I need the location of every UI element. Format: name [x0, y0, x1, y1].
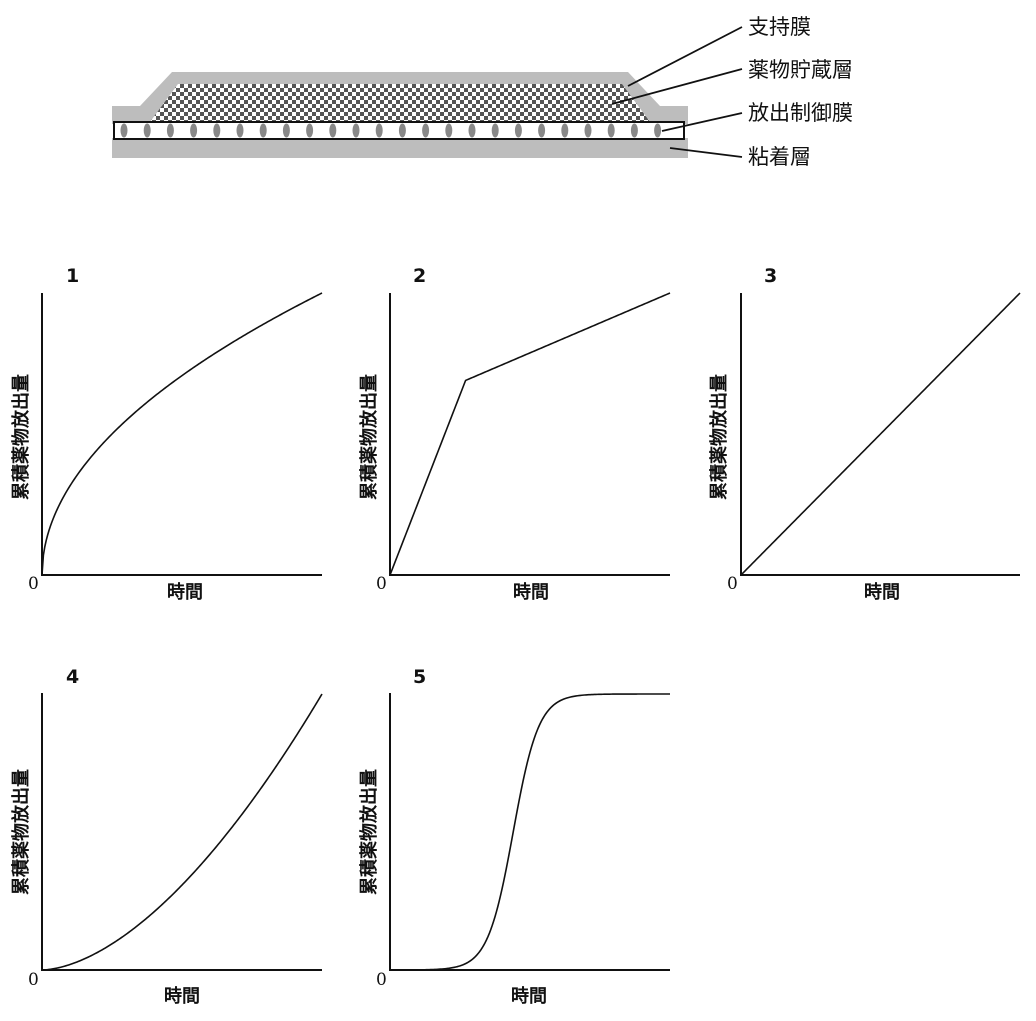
membrane-pore — [120, 123, 128, 138]
x-axis-label: 時間 — [513, 582, 549, 603]
origin-label: 0 — [28, 970, 39, 990]
panel-number: 4 — [66, 666, 79, 688]
x-axis-label: 時間 — [511, 986, 547, 1007]
label-backing-membrane: 支持膜 — [748, 15, 811, 39]
patch-cross-section: 支持膜 薬物貯蔵層 放出制御膜 粘着層 — [112, 15, 853, 169]
membrane-pore — [468, 123, 476, 138]
x-axis-label: 時間 — [167, 582, 203, 603]
panel-5: 5 累積薬物放出量 0 時間 — [358, 666, 670, 1007]
membrane-pore — [607, 123, 615, 138]
membrane-pore — [654, 123, 662, 138]
leader-line-reservoir — [611, 68, 743, 105]
membrane-pore — [514, 123, 522, 138]
membrane-pore — [190, 123, 198, 138]
axes — [41, 293, 322, 576]
y-axis-label: 累積薬物放出量 — [708, 374, 730, 500]
drug-reservoir — [150, 84, 650, 122]
membrane-pore — [259, 123, 267, 138]
release-curve — [41, 292, 323, 576]
membrane-pore — [398, 123, 406, 138]
panel-number: 2 — [413, 265, 426, 287]
adhesive-layer — [112, 138, 688, 158]
membrane-pore — [329, 123, 337, 138]
origin-label: 0 — [376, 574, 387, 594]
panel-number: 5 — [413, 666, 426, 688]
membrane-pores — [120, 123, 662, 138]
membrane-pore — [375, 123, 383, 138]
label-drug-reservoir: 薬物貯蔵層 — [748, 58, 853, 82]
membrane-pore — [561, 123, 569, 138]
leader-line-adhesive — [669, 147, 743, 158]
membrane-pore — [630, 123, 638, 138]
origin-label: 0 — [28, 574, 39, 594]
release-curve — [390, 693, 670, 971]
membrane-pore — [236, 123, 244, 138]
membrane-pore — [491, 123, 499, 138]
membrane-pore — [143, 123, 151, 138]
axes — [389, 293, 670, 576]
panel-4: 4 累積薬物放出量 0 時間 — [10, 666, 323, 1007]
label-adhesive-layer: 粘着層 — [748, 145, 811, 169]
membrane-pore — [584, 123, 592, 138]
membrane-pore — [422, 123, 430, 138]
x-axis-label: 時間 — [164, 986, 200, 1007]
release-curve — [41, 693, 323, 971]
y-axis-label: 累積薬物放出量 — [10, 374, 32, 500]
panel-number: 1 — [66, 265, 79, 287]
panel-2: 2 累積薬物放出量 0 時間 — [358, 265, 671, 603]
panel-number: 3 — [764, 265, 777, 287]
release-curve — [740, 292, 1021, 576]
membrane-pore — [282, 123, 290, 138]
membrane-pore — [213, 123, 221, 138]
y-axis-label: 累積薬物放出量 — [358, 374, 380, 500]
origin-label: 0 — [727, 574, 738, 594]
y-axis-label: 累積薬物放出量 — [358, 769, 380, 895]
y-axis-label: 累積薬物放出量 — [10, 769, 32, 895]
leader-line-backing — [627, 26, 743, 87]
x-axis-label: 時間 — [864, 582, 900, 603]
origin-label: 0 — [376, 970, 387, 990]
membrane-pore — [352, 123, 360, 138]
membrane-pore — [166, 123, 174, 138]
release-curve — [389, 292, 671, 576]
axes — [389, 693, 670, 971]
label-release-control-membrane: 放出制御膜 — [748, 101, 853, 125]
membrane-pore — [306, 123, 314, 138]
axes — [41, 693, 322, 971]
panel-1: 1 累積薬物放出量 0 時間 — [10, 265, 323, 603]
leader-line-release-membrane — [661, 112, 743, 132]
membrane-pore — [445, 123, 453, 138]
membrane-pore — [538, 123, 546, 138]
panel-3: 3 累積薬物放出量 0 時間 — [708, 265, 1021, 603]
